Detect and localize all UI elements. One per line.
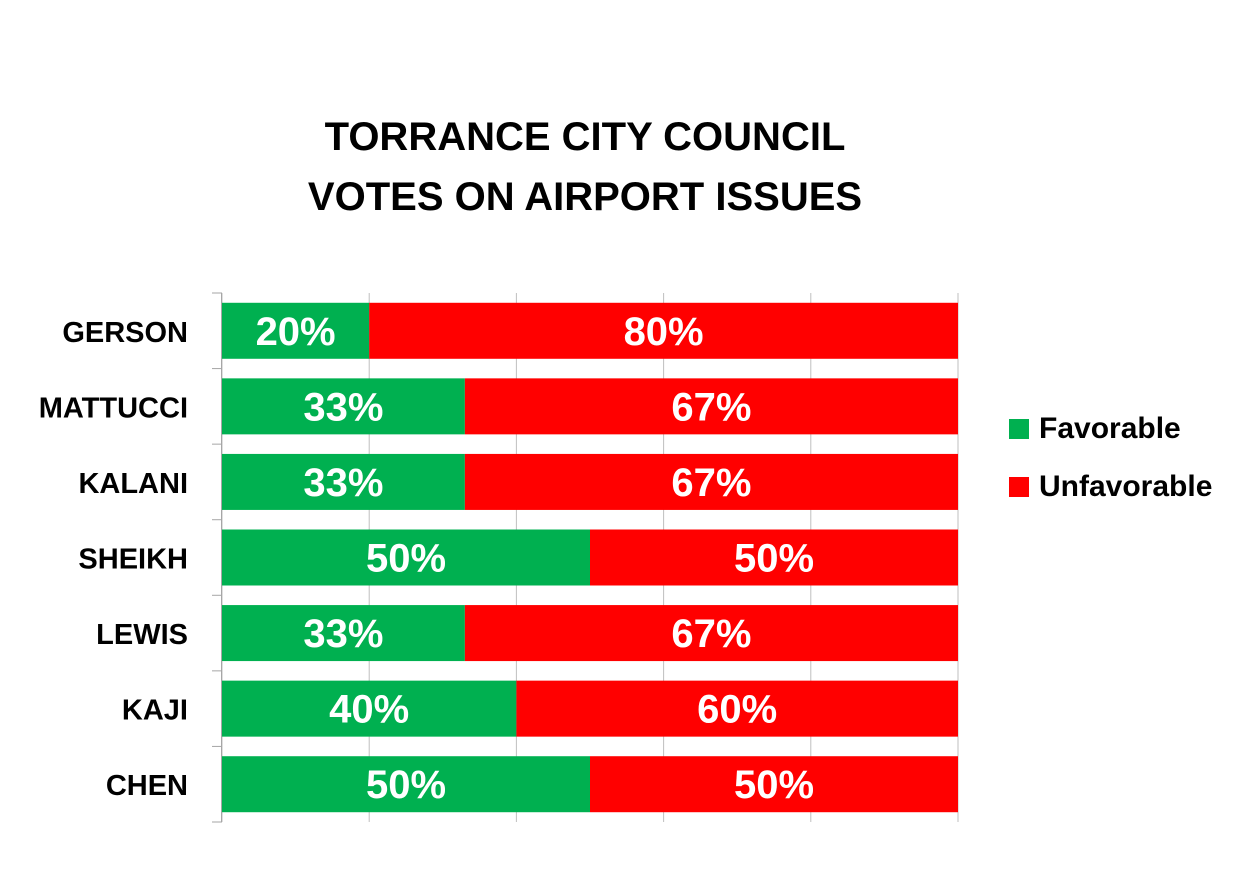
data-label-unfavorable: 60% xyxy=(697,688,777,732)
legend-label-favorable: Favorable xyxy=(1039,412,1181,445)
bar-unfavorable xyxy=(464,605,958,662)
category-label: KAJI xyxy=(122,695,188,727)
data-label-favorable: 33% xyxy=(303,461,383,505)
bar-favorable xyxy=(222,302,370,359)
data-label-favorable: 33% xyxy=(303,385,383,429)
data-label-favorable: 50% xyxy=(366,537,446,581)
bar-unfavorable xyxy=(369,302,958,359)
data-label-favorable: 20% xyxy=(256,310,336,354)
legend-item-favorable: Favorable xyxy=(1009,400,1212,458)
category-label: CHEN xyxy=(106,770,188,802)
data-label-unfavorable: 67% xyxy=(671,461,751,505)
data-label-favorable: 40% xyxy=(329,688,409,732)
category-label: LEWIS xyxy=(96,619,188,651)
data-label-unfavorable: 50% xyxy=(734,763,814,807)
bar-favorable xyxy=(222,605,465,662)
bar-favorable xyxy=(222,756,590,813)
legend-swatch-favorable xyxy=(1009,419,1029,439)
data-label-favorable: 50% xyxy=(366,763,446,807)
bar-favorable xyxy=(222,453,465,510)
category-label: MATTUCCI xyxy=(39,392,188,424)
category-label: SHEIKH xyxy=(78,544,188,576)
bar-unfavorable xyxy=(590,756,958,813)
legend: Favorable Unfavorable xyxy=(1009,400,1212,516)
data-label-favorable: 33% xyxy=(303,612,383,656)
bar-favorable xyxy=(222,529,590,586)
bar-unfavorable xyxy=(516,680,958,737)
data-label-unfavorable: 50% xyxy=(734,537,814,581)
chart-title-line-1: TORRANCE CITY COUNCIL xyxy=(324,115,846,159)
bar-unfavorable xyxy=(464,378,958,435)
category-label: GERSON xyxy=(62,317,188,349)
data-label-unfavorable: 67% xyxy=(671,385,751,429)
bar-unfavorable xyxy=(590,529,958,586)
data-label-unfavorable: 67% xyxy=(671,612,751,656)
legend-swatch-unfavorable xyxy=(1009,477,1029,497)
data-label-unfavorable: 80% xyxy=(624,310,704,354)
bar-unfavorable xyxy=(464,453,958,510)
chart-title-line-2: VOTES ON AIRPORT ISSUES xyxy=(307,175,863,219)
legend-item-unfavorable: Unfavorable xyxy=(1009,458,1212,516)
legend-label-unfavorable: Unfavorable xyxy=(1039,470,1213,503)
bar-favorable xyxy=(222,378,465,435)
bar-favorable xyxy=(222,680,517,737)
category-label: KALANI xyxy=(78,468,188,500)
